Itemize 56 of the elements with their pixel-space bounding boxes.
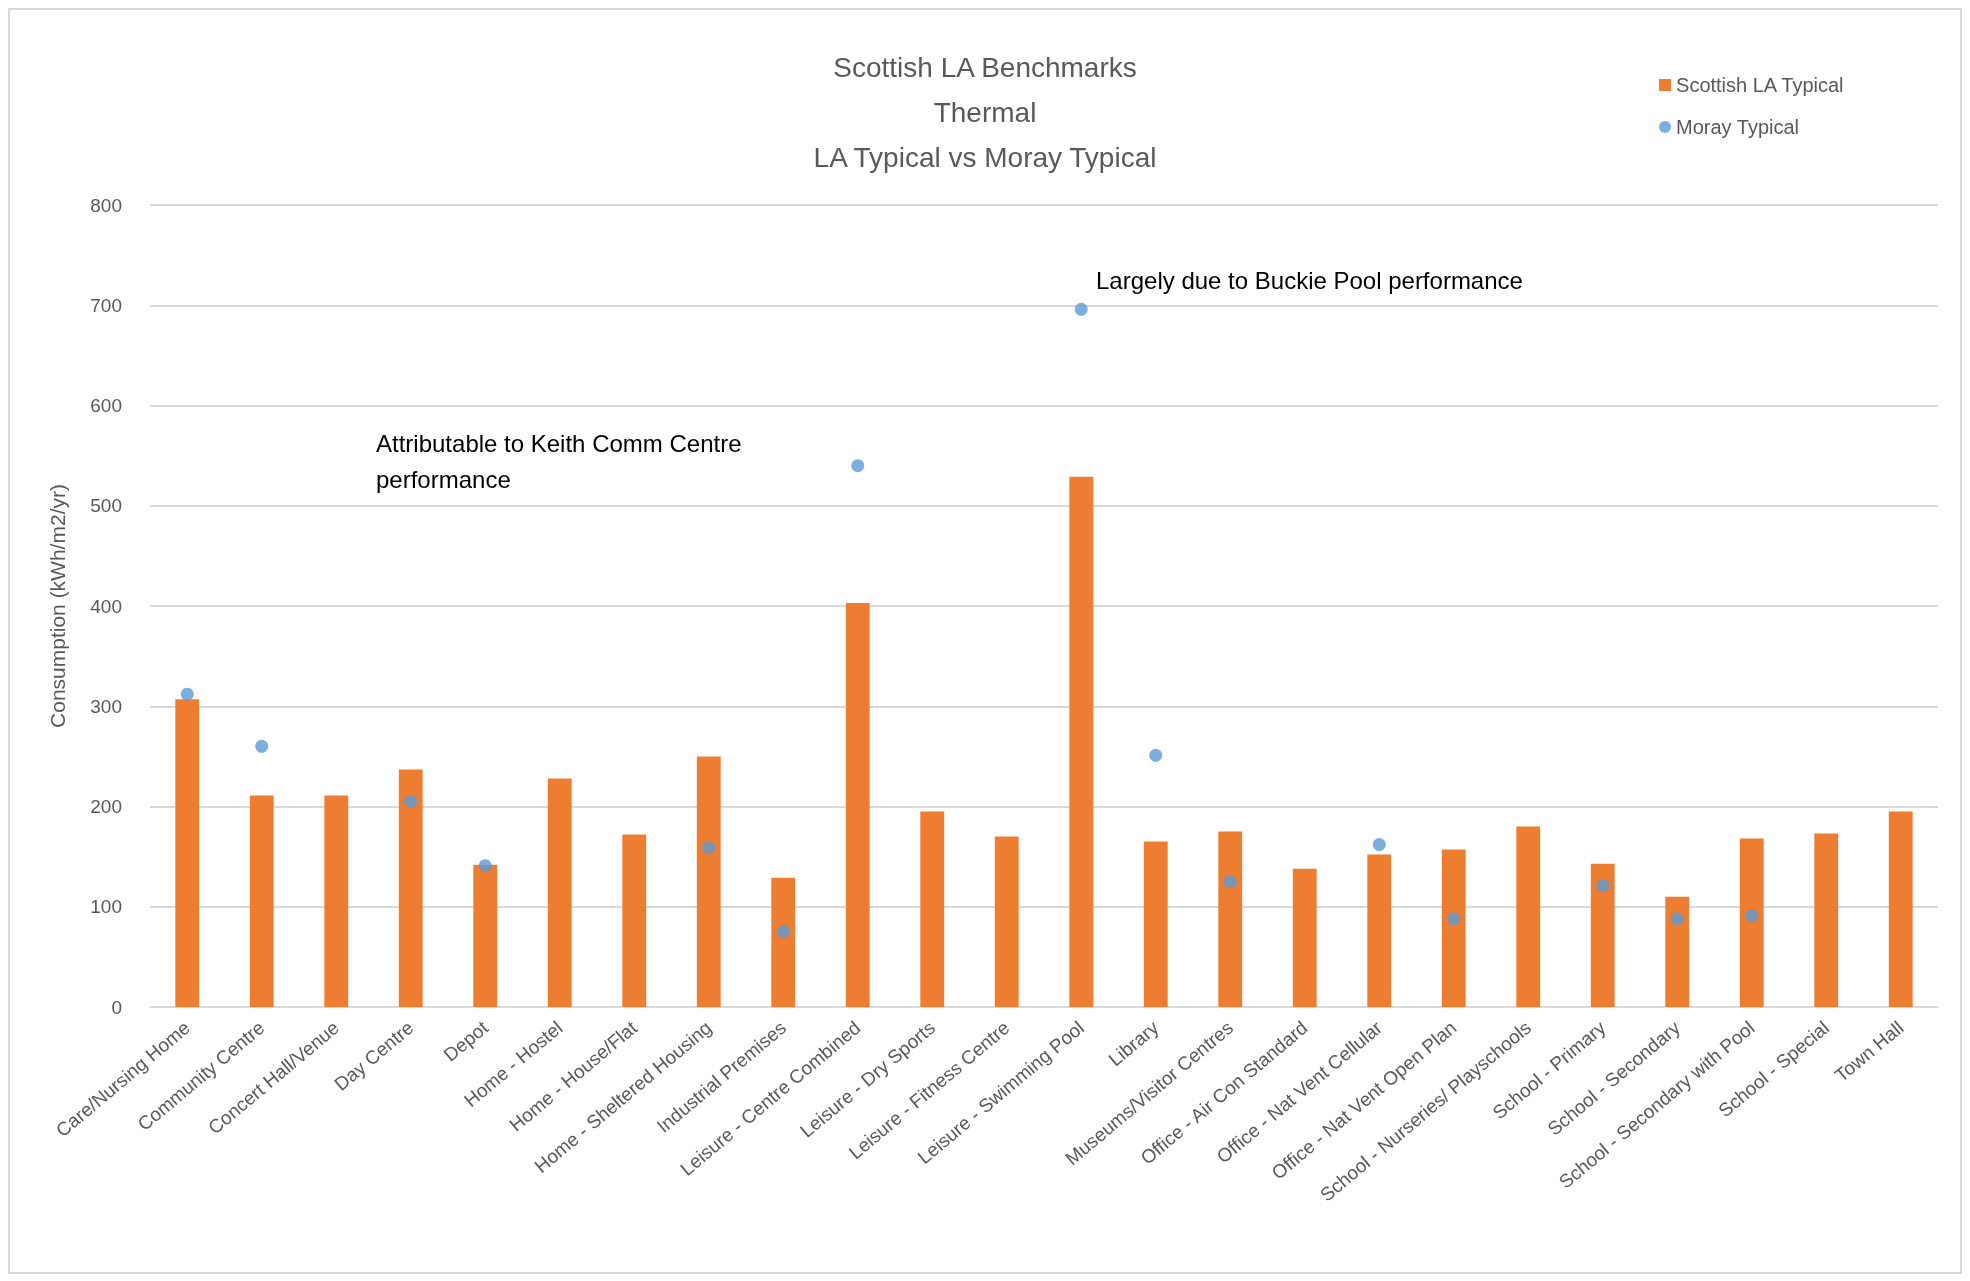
point <box>1223 875 1237 889</box>
chart-subtitle: Thermal LA Typical vs Moray Typical <box>813 97 1157 173</box>
point <box>702 841 716 855</box>
bar <box>696 756 721 1007</box>
bar <box>398 769 423 1007</box>
y-axis-title: Consumption (kWh/m2/yr) <box>46 484 69 728</box>
bar <box>1292 868 1317 1007</box>
y-tick-label: 600 <box>90 395 122 416</box>
point <box>1149 748 1163 762</box>
bar <box>1441 849 1466 1007</box>
point <box>1074 302 1088 316</box>
annotation: Largely due to Buckie Pool performance <box>1096 266 1523 294</box>
point <box>1670 912 1684 926</box>
y-tick-label: 100 <box>90 896 122 918</box>
y-tick-label: 0 <box>111 996 122 1018</box>
point <box>851 459 865 473</box>
point <box>776 925 790 939</box>
y-tick-label: 700 <box>90 294 122 316</box>
point <box>1745 909 1759 923</box>
legend-label: Scottish LA Typical <box>1676 74 1844 96</box>
point <box>180 687 194 701</box>
bar <box>920 811 945 1007</box>
point <box>1447 912 1461 926</box>
bar <box>1739 838 1764 1007</box>
bar <box>1665 896 1690 1007</box>
y-tick-label: 200 <box>90 796 122 817</box>
y-tick-label: 400 <box>90 595 122 617</box>
bar <box>622 834 647 1007</box>
bar <box>1218 831 1243 1007</box>
point <box>255 739 269 753</box>
x-tick-label: Town Hall <box>1830 1016 1908 1086</box>
bar <box>845 602 870 1007</box>
bar <box>249 795 274 1007</box>
y-tick-label: 500 <box>90 495 122 517</box>
bar <box>1888 811 1913 1007</box>
annotation: Attributable to Keith Comm Centre performance <box>376 429 749 493</box>
bar <box>324 795 349 1007</box>
chart-title: Scottish LA Benchmarks <box>833 52 1137 83</box>
bar <box>1590 863 1615 1007</box>
point <box>404 794 418 808</box>
point <box>1596 879 1610 893</box>
bar <box>1143 841 1168 1007</box>
bar <box>1814 833 1839 1007</box>
bar <box>175 699 200 1007</box>
bar <box>1367 854 1392 1007</box>
legend-label: Moray Typical <box>1676 116 1800 138</box>
y-tick-label: 300 <box>90 695 122 717</box>
y-tick-label: 800 <box>90 194 122 216</box>
point <box>1372 838 1386 852</box>
bar <box>994 836 1019 1007</box>
bar <box>547 778 572 1007</box>
bar <box>1069 476 1094 1007</box>
point <box>478 859 492 873</box>
bar <box>473 864 498 1007</box>
bar <box>771 877 796 1007</box>
bar <box>1516 826 1541 1007</box>
